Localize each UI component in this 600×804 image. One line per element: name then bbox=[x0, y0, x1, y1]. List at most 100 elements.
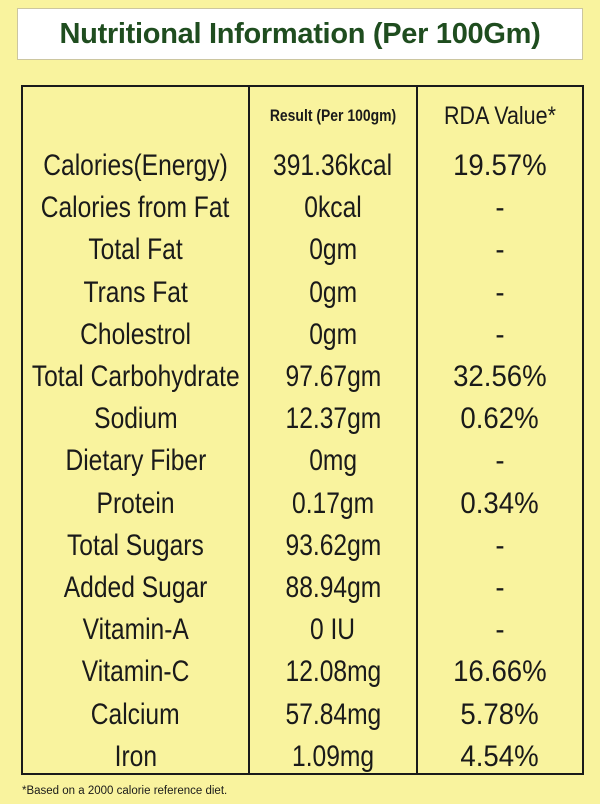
title-box: Nutritional Information (Per 100Gm) bbox=[17, 8, 583, 60]
nutrition-table: Result (Per 100gm) RDA Value* Calories(E… bbox=[21, 85, 584, 775]
nutrient-result: 93.62gm bbox=[250, 525, 416, 567]
table-row: Calcium 57.84mg 5.78% bbox=[23, 693, 582, 735]
header-result: Result (Per 100gm) bbox=[269, 106, 397, 125]
nutrient-name: Trans Fat bbox=[23, 272, 248, 314]
nutrient-name-text: Total Fat bbox=[88, 233, 183, 267]
nutrient-name-text: Added Sugar bbox=[63, 570, 208, 604]
nutrient-result-text: 391.36kcal bbox=[273, 149, 393, 183]
table-body: Calories(Energy) 391.36kcal 19.57% Calories… bbox=[23, 145, 582, 778]
nutrient-name: Vitamin-C bbox=[23, 651, 248, 693]
nutrient-name: Total Sugars bbox=[23, 525, 248, 567]
nutrient-result-text: 0.17gm bbox=[291, 486, 375, 520]
nutrient-result-text: 0mg bbox=[309, 444, 357, 478]
nutrient-rda: 0.34% bbox=[418, 483, 582, 525]
table-row: Protein 0.17gm 0.34% bbox=[23, 483, 582, 525]
nutrient-rda: 16.66% bbox=[418, 651, 582, 693]
nutrient-rda: 0.62% bbox=[418, 398, 582, 440]
nutrient-result-text: 12.08mg bbox=[285, 655, 381, 689]
nutrient-result-text: 97.67gm bbox=[285, 360, 381, 394]
nutrient-name: Calories from Fat bbox=[23, 187, 248, 229]
table-row: Calories from Fat 0kcal - bbox=[23, 187, 582, 229]
nutrient-name-text: Total Sugars bbox=[67, 528, 204, 562]
table-row: Trans Fat 0gm - bbox=[23, 272, 582, 314]
nutrient-result-text: 0kcal bbox=[304, 191, 362, 225]
table-row: Calories(Energy) 391.36kcal 19.57% bbox=[23, 145, 582, 187]
nutrient-result: 12.37gm bbox=[250, 398, 416, 440]
nutrient-rda-text: 5.78% bbox=[460, 697, 540, 731]
nutrient-result: 0gm bbox=[250, 314, 416, 356]
nutrient-name: Dietary Fiber bbox=[23, 440, 248, 482]
nutrient-result-text: 0gm bbox=[309, 317, 357, 351]
column-divider bbox=[248, 87, 250, 773]
nutrient-result: 12.08mg bbox=[250, 651, 416, 693]
nutrient-name: Protein bbox=[23, 483, 248, 525]
header-rda: RDA Value* bbox=[444, 101, 556, 130]
table-row: Total Fat 0gm - bbox=[23, 229, 582, 271]
nutrient-result: 391.36kcal bbox=[250, 145, 416, 187]
nutrient-result-text: 12.37gm bbox=[285, 402, 381, 436]
nutrient-result: 0gm bbox=[250, 229, 416, 271]
nutrient-name-text: Calories from Fat bbox=[41, 191, 230, 225]
nutrient-result: 0mg bbox=[250, 440, 416, 482]
nutrient-rda-text: 4.54% bbox=[460, 739, 540, 773]
nutrient-result: 0 IU bbox=[250, 609, 416, 651]
nutrient-result-text: 0gm bbox=[309, 275, 357, 309]
nutrient-name-text: Vitamin-A bbox=[82, 613, 189, 647]
nutrient-rda-text: 32.56% bbox=[453, 360, 547, 394]
nutrient-name-text: Calories(Energy) bbox=[43, 149, 228, 183]
nutrient-rda: - bbox=[418, 567, 582, 609]
table-row: Total Carbohydrate 97.67gm 32.56% bbox=[23, 356, 582, 398]
nutrient-result: 1.09mg bbox=[250, 736, 416, 778]
nutrient-name-text: Vitamin-C bbox=[81, 655, 190, 689]
nutrient-result: 88.94gm bbox=[250, 567, 416, 609]
nutrient-rda: - bbox=[418, 314, 582, 356]
nutrient-rda: - bbox=[418, 440, 582, 482]
nutrient-rda: - bbox=[418, 609, 582, 651]
nutrient-rda-text: - bbox=[495, 233, 505, 267]
table-header: Result (Per 100gm) RDA Value* bbox=[23, 87, 582, 145]
nutrient-name: Calories(Energy) bbox=[23, 145, 248, 187]
nutrient-rda-text: - bbox=[495, 317, 505, 351]
nutrient-rda-text: 16.66% bbox=[453, 655, 547, 689]
nutrient-name: Vitamin-A bbox=[23, 609, 248, 651]
nutrient-rda-text: - bbox=[495, 444, 505, 478]
nutrient-rda: - bbox=[418, 525, 582, 567]
table-row: Sodium 12.37gm 0.62% bbox=[23, 398, 582, 440]
nutrient-rda-text: - bbox=[495, 528, 505, 562]
table-row: Dietary Fiber 0mg - bbox=[23, 440, 582, 482]
nutrient-name: Sodium bbox=[23, 398, 248, 440]
nutrient-rda-text: - bbox=[495, 570, 505, 604]
nutrient-name-text: Calcium bbox=[91, 697, 180, 731]
table-row: Vitamin-C 12.08mg 16.66% bbox=[23, 651, 582, 693]
nutrient-name: Total Carbohydrate bbox=[23, 356, 248, 398]
nutrient-name-text: Dietary Fiber bbox=[65, 444, 206, 478]
nutrient-rda-text: 0.34% bbox=[460, 486, 540, 520]
nutrient-rda-text: - bbox=[495, 191, 505, 225]
nutrient-result-text: 0gm bbox=[309, 233, 357, 267]
table-row: Cholestrol 0gm - bbox=[23, 314, 582, 356]
nutrient-rda-text: - bbox=[495, 613, 505, 647]
table-row: Added Sugar 88.94gm - bbox=[23, 567, 582, 609]
nutrient-rda: - bbox=[418, 229, 582, 271]
nutrient-name-text: Trans Fat bbox=[83, 275, 188, 309]
column-divider bbox=[416, 87, 418, 773]
nutrient-rda-text: - bbox=[495, 275, 505, 309]
nutrient-result-text: 88.94gm bbox=[285, 570, 381, 604]
nutrient-name-text: Iron bbox=[114, 739, 157, 773]
footnote: *Based on a 2000 calorie reference diet. bbox=[22, 785, 228, 797]
nutrient-rda: - bbox=[418, 187, 582, 229]
nutrient-name-text: Total Carbohydrate bbox=[31, 360, 240, 394]
nutrient-name-text: Sodium bbox=[93, 402, 178, 436]
nutrient-result-text: 0 IU bbox=[310, 613, 356, 647]
table-row: Iron 1.09mg 4.54% bbox=[23, 736, 582, 778]
page-title: Nutritional Information (Per 100Gm) bbox=[59, 17, 541, 50]
nutrient-name-text: Cholestrol bbox=[80, 317, 191, 351]
nutrient-name-text: Protein bbox=[96, 486, 175, 520]
nutrient-result: 97.67gm bbox=[250, 356, 416, 398]
nutrient-name: Total Fat bbox=[23, 229, 248, 271]
nutrient-result: 0kcal bbox=[250, 187, 416, 229]
nutrient-result: 57.84mg bbox=[250, 693, 416, 735]
nutrient-rda: 19.57% bbox=[418, 145, 582, 187]
nutrient-result-text: 93.62gm bbox=[285, 528, 381, 562]
nutrient-name: Cholestrol bbox=[23, 314, 248, 356]
